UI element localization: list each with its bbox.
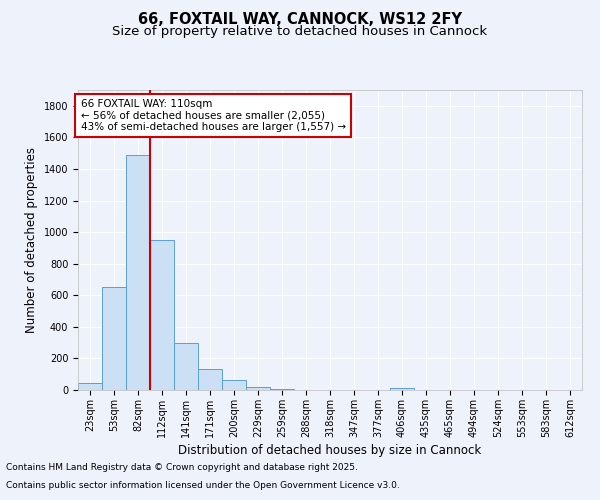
- Bar: [174, 344, 198, 390]
- Bar: [126, 154, 150, 390]
- Bar: [102, 288, 126, 390]
- Text: Contains HM Land Registry data © Crown copyright and database right 2025.: Contains HM Land Registry data © Crown c…: [6, 464, 358, 472]
- X-axis label: Distribution of detached houses by size in Cannock: Distribution of detached houses by size …: [178, 444, 482, 457]
- Bar: [150, 240, 174, 390]
- Text: Size of property relative to detached houses in Cannock: Size of property relative to detached ho…: [112, 25, 488, 38]
- Bar: [222, 380, 246, 390]
- Text: Contains public sector information licensed under the Open Government Licence v3: Contains public sector information licen…: [6, 481, 400, 490]
- Text: 66 FOXTAIL WAY: 110sqm
← 56% of detached houses are smaller (2,055)
43% of semi-: 66 FOXTAIL WAY: 110sqm ← 56% of detached…: [80, 99, 346, 132]
- Bar: [246, 386, 270, 390]
- Y-axis label: Number of detached properties: Number of detached properties: [25, 147, 38, 333]
- Bar: [390, 388, 414, 390]
- Bar: [270, 389, 294, 390]
- Text: 66, FOXTAIL WAY, CANNOCK, WS12 2FY: 66, FOXTAIL WAY, CANNOCK, WS12 2FY: [138, 12, 462, 28]
- Bar: [78, 383, 102, 390]
- Bar: [198, 368, 222, 390]
